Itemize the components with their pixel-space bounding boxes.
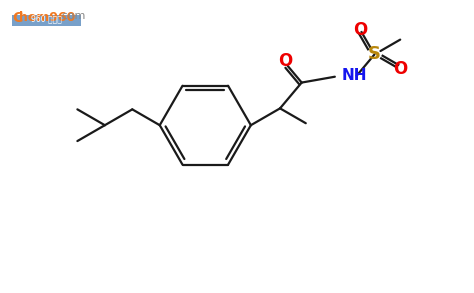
Text: hem960: hem960 — [19, 11, 75, 24]
Text: .com: .com — [59, 11, 86, 21]
Text: O: O — [353, 21, 367, 39]
Text: C: C — [12, 11, 22, 25]
Text: O: O — [278, 52, 292, 70]
FancyBboxPatch shape — [12, 15, 82, 26]
Text: NH: NH — [342, 68, 367, 83]
Text: 960 化工网: 960 化工网 — [31, 14, 62, 23]
Text: S: S — [368, 45, 381, 64]
Text: O: O — [393, 60, 407, 78]
